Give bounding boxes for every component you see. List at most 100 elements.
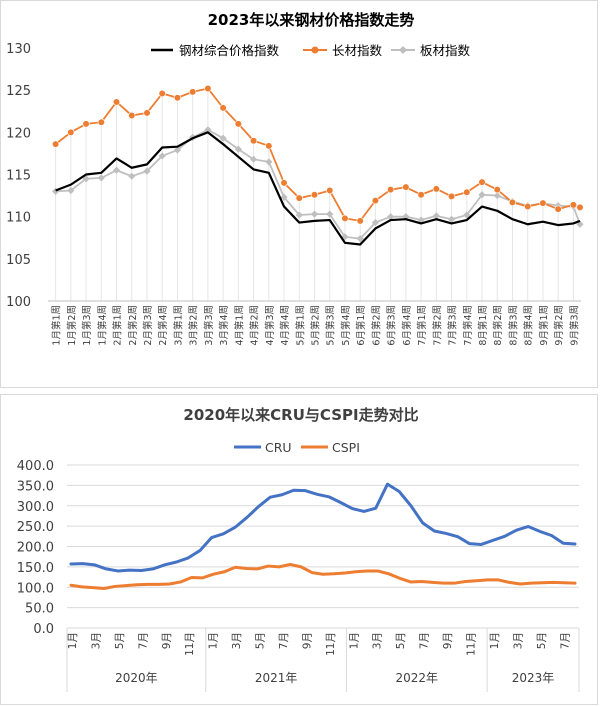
y-tick-label: 115 xyxy=(6,169,31,184)
long-index-marker xyxy=(478,178,486,186)
long-index-marker xyxy=(67,128,75,136)
x-tick-label: 4月第3周 xyxy=(264,305,276,346)
x-month-label: 7月 xyxy=(419,632,431,649)
flat-index-marker xyxy=(52,187,60,195)
legend-label-long: 长材指数 xyxy=(332,43,383,58)
flat-index-marker xyxy=(341,233,349,241)
legend-marker-long xyxy=(311,46,319,54)
y-tick-label: 400.0 xyxy=(17,459,54,474)
x-tick-label: 1月第3周 xyxy=(81,305,93,346)
x-tick-label: 3月第3周 xyxy=(203,305,215,346)
long-index-marker xyxy=(539,199,547,207)
long-index-marker xyxy=(447,192,456,201)
legend-marker-flat xyxy=(399,46,407,54)
y-tick-label: 0.0 xyxy=(33,622,54,637)
x-month-label: 11月 xyxy=(466,632,478,656)
y-tick-label: 125 xyxy=(6,84,31,99)
x-tick-label: 8月第3周 xyxy=(507,305,519,346)
long-index-marker xyxy=(508,198,517,206)
x-tick-label: 6月第4周 xyxy=(401,305,413,346)
flat-index-marker xyxy=(234,145,242,153)
x-month-label: 9月 xyxy=(442,632,454,649)
y-tick-label: 200.0 xyxy=(17,541,54,556)
series-line-cru xyxy=(69,482,577,573)
x-month-label: 11月 xyxy=(325,632,337,656)
flat-index-marker xyxy=(463,211,471,219)
x-tick-label: 6月第3周 xyxy=(386,305,398,346)
long-index-marker xyxy=(554,205,562,213)
x-tick-label: 2月第1周 xyxy=(112,305,124,346)
x-tick-label: 7月第3周 xyxy=(447,305,459,346)
long-index-marker xyxy=(204,84,212,93)
long-index-marker xyxy=(356,217,364,225)
flat-index-marker xyxy=(402,213,410,221)
flat-index-marker xyxy=(173,146,182,154)
x-month-label: 7月 xyxy=(278,632,290,649)
long-index-marker xyxy=(417,191,425,199)
flat-index-marker xyxy=(265,158,273,166)
long-index-marker xyxy=(249,137,258,145)
long-index-marker xyxy=(112,98,121,106)
x-month-label: 3月 xyxy=(512,632,524,649)
x-tick-label: 8月第4周 xyxy=(523,305,535,346)
long-index-marker xyxy=(265,142,273,150)
x-tick-label: 9月第3周 xyxy=(568,305,580,346)
flat-index-marker xyxy=(387,213,395,221)
series-line-cspi xyxy=(69,562,577,590)
x-tick-label: 1月第1周 xyxy=(51,305,63,346)
y-tick-label: 350.0 xyxy=(17,479,54,494)
flat-index-marker xyxy=(112,166,121,174)
x-tick-label: 7月第2周 xyxy=(431,305,443,346)
x-month-label: 7月 xyxy=(559,632,571,649)
x-month-label: 1月 xyxy=(348,632,360,649)
long-index-marker xyxy=(326,186,334,195)
legend-label-composite: 钢材综合价格指数 xyxy=(179,43,280,58)
x-tick-label: 1月第4周 xyxy=(96,305,108,346)
x-month-label: 5月 xyxy=(395,632,407,649)
x-tick-label: 3月第2周 xyxy=(188,305,200,346)
long-index-marker xyxy=(463,188,471,196)
flat-index-marker xyxy=(447,215,456,223)
long-index-marker xyxy=(173,94,182,102)
long-index-marker xyxy=(341,214,349,222)
x-tick-label: 2月第3周 xyxy=(142,305,154,346)
x-month-label: 7月 xyxy=(137,632,149,649)
y-tick-label: 120 xyxy=(6,126,31,141)
flat-index-marker xyxy=(310,210,319,218)
long-index-marker xyxy=(432,185,440,193)
x-tick-label: 8月第2周 xyxy=(492,305,504,346)
long-index-marker xyxy=(143,109,151,117)
y-tick-label: 105 xyxy=(6,253,31,268)
x-month-label: 5月 xyxy=(114,632,126,649)
x-month-label: 3月 xyxy=(231,632,243,649)
flat-index-marker xyxy=(280,193,288,201)
x-year-label: 2021年 xyxy=(255,671,298,685)
y-tick-label: 100.0 xyxy=(17,581,54,596)
flat-index-marker xyxy=(417,216,425,224)
long-index-marker xyxy=(569,201,577,209)
x-tick-label: 5月第4周 xyxy=(340,305,352,346)
legend-label-flat: 板材指数 xyxy=(420,43,471,58)
x-month-label: 5月 xyxy=(255,632,267,649)
x-tick-label: 2月第4周 xyxy=(157,305,169,346)
series-line-composite xyxy=(55,131,581,246)
y-tick-label: 110 xyxy=(6,211,31,226)
x-month-label: 3月 xyxy=(90,632,102,649)
long-index-marker xyxy=(82,120,90,128)
x-tick-label: 3月第1周 xyxy=(172,305,184,346)
legend-label-cru: CRU xyxy=(265,440,292,455)
flat-index-marker xyxy=(128,172,136,180)
x-month-label: 3月 xyxy=(372,632,384,649)
flat-index-marker xyxy=(219,134,227,142)
x-month-label: 1月 xyxy=(208,632,220,649)
x-tick-label: 5月第1周 xyxy=(294,305,306,346)
long-index-marker xyxy=(280,179,288,187)
flat-index-marker xyxy=(97,174,105,182)
long-index-marker xyxy=(524,202,532,211)
y-tick-label: 150.0 xyxy=(17,561,54,576)
flat-index-marker xyxy=(295,211,303,219)
cru-cspi-chart-panel: 2020年以来CRU与CSPI走势对比 0.0 50.0 100.0 150.0 200.… xyxy=(0,394,598,705)
long-index-marker xyxy=(219,104,227,112)
x-tick-label: 1月第2周 xyxy=(66,305,78,346)
y-tick-label: 50.0 xyxy=(25,602,54,617)
